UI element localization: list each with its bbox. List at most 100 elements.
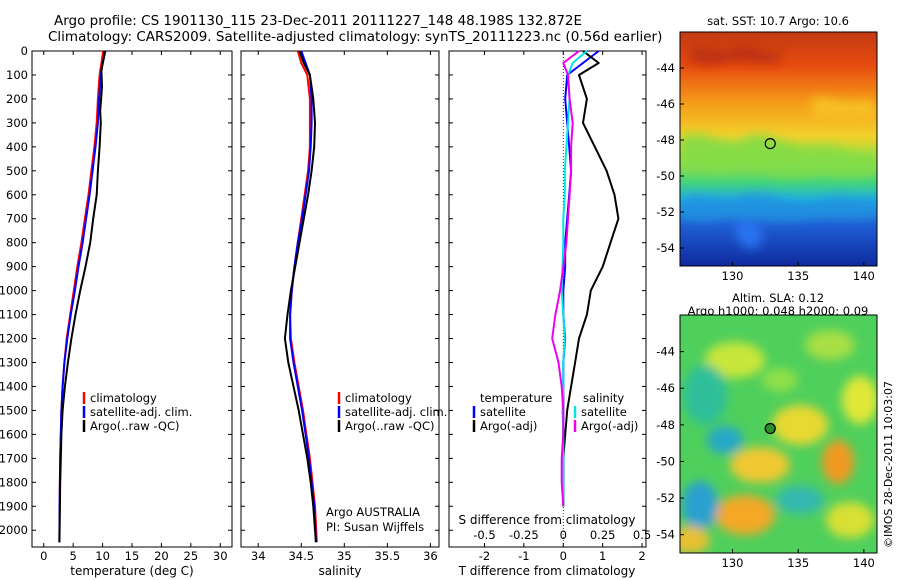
y-tick-label: 1900 [0,499,28,513]
map-y-tick-label: -48 [656,418,675,432]
salinity-axes-frame [240,50,440,548]
legend-label-argo: Argo(..raw -QC) [345,419,435,433]
x-tick-label: 0 [40,549,47,563]
y-tick-label: 1700 [0,451,28,465]
s-tick-label: -0.5 [473,528,495,542]
difference-axes-frame [448,50,647,548]
y-tick-label: 1500 [0,403,28,417]
legend-label-satellite: satellite-adj. clim. [90,405,192,419]
legend-header-salinity: salinity [583,391,624,405]
salinity-xlabel: salinity [318,564,361,578]
pi-annotation: PI: Susan Wijffels [326,520,424,534]
salinity-panel [240,50,440,548]
y-tick-label: 900 [6,260,28,274]
map-y-tick-label: -44 [656,61,675,75]
x-tick-label: 1 [599,549,606,563]
y-tick-label: 100 [6,68,28,82]
difference-xlabel-2: S difference from climatology [459,513,636,527]
series-argo [283,50,317,543]
header-line-1: Argo profile: CS 1901130_115 23-Dec-2011… [54,13,583,29]
difference-xlabel: T difference from climatology [458,564,636,578]
argo-location-marker [764,138,776,150]
y-tick-label: 2000 [0,523,28,537]
map-x-tick-label: 140 [853,556,875,570]
y-tick-label: 500 [6,164,28,178]
s-tick-label: -0.25 [509,528,539,542]
credit-text: ©IMOS 28-Dec-2011 10:03:07 [882,381,895,548]
temperature-xlabel: temperature (deg C) [70,564,193,578]
y-tick-label: 200 [6,92,28,106]
map-x-tick-label: 135 [787,269,809,283]
y-tick-label: 1000 [0,284,28,298]
sla-map-frame [679,314,878,554]
y-tick-label: 1100 [0,308,28,322]
y-tick-label: 700 [6,212,28,226]
program-annotation: Argo AUSTRALIA [326,505,420,519]
y-tick-label: 1200 [0,332,28,346]
map-y-tick-label: -44 [656,345,675,359]
s-tick-label: 0.25 [590,528,616,542]
legend-label-sal-satellite: satellite [581,405,627,419]
legend-label-satellite: satellite-adj. clim. [345,405,447,419]
s-tick-label: 0.5 [633,528,651,542]
map-x-tick-label: 130 [722,269,744,283]
x-tick-label: 36 [423,549,438,563]
map-markers-layer [764,138,776,435]
map-y-tick-label: -52 [656,491,675,505]
x-tick-label: 2 [638,549,645,563]
temperature-legend: climatology satellite-adj. clim. Argo(..… [82,391,192,433]
x-tick-label: 34.5 [288,549,314,563]
map-x-tick-label: 130 [722,556,744,570]
legend-label-temp-satellite: satellite [480,405,526,419]
header-line-2: Climatology: CARS2009. Satellite-adjuste… [48,29,663,45]
x-tick-label: -1 [518,549,529,563]
x-tick-label: 35 [337,549,352,563]
map-y-tick-label: -50 [656,169,675,183]
map-y-tick-label: -46 [656,97,675,111]
legend-header-temperature: temperature [480,391,552,405]
sst-map-frame [679,31,878,267]
series-argo [58,50,106,543]
x-tick-label: 5 [70,549,77,563]
sla-map-image [680,315,877,553]
y-tick-label: 0 [21,44,28,58]
map-y-tick-label: -50 [656,454,675,468]
x-tick-label: 15 [125,549,140,563]
legend-label-climatology: climatology [90,391,157,405]
y-tick-label: 1800 [0,475,28,489]
y-tick-label: 1400 [0,379,28,393]
series-layer [58,50,620,543]
y-tick-label: 600 [6,188,28,202]
y-tick-label: 300 [6,116,28,130]
y-tick-label: 400 [6,140,28,154]
legend-label-climatology: climatology [345,391,412,405]
series-temperature-argo [562,50,620,507]
x-tick-label: 30 [213,549,228,563]
map-y-tick-label: -46 [656,381,675,395]
x-tick-label: 34 [251,549,266,563]
axis-ticks-layer: 0100200300400500600700800900100011001200… [0,44,875,570]
argo-location-marker [764,422,776,435]
difference-legend: temperature salinity satellite Argo(-adj… [472,391,638,433]
legend-label-argo: Argo(..raw -QC) [90,419,180,433]
x-tick-label: 10 [95,549,110,563]
difference-panel [448,50,647,548]
sst-map-image [680,32,877,266]
temperature-panel [31,50,233,548]
sst-map-title: sat. SST: 10.7 Argo: 10.6 [707,14,849,28]
map-y-tick-label: -48 [656,133,675,147]
legend-label-sal-argo: Argo(-adj) [581,419,638,433]
map-y-tick-label: -54 [656,241,675,255]
x-tick-label: 25 [184,549,199,563]
map-y-tick-label: -52 [656,205,675,219]
y-tick-label: 1600 [0,427,28,441]
x-tick-label: 20 [154,549,169,563]
map-x-tick-label: 140 [853,269,875,283]
sla-map-title: Altim. SLA: 0.12 [732,291,824,305]
x-tick-label: 35.5 [375,549,401,563]
temperature-axes-frame [31,50,233,548]
map-y-tick-label: -54 [656,528,675,542]
legend-label-temp-argo: Argo(-adj) [480,419,537,433]
x-tick-label: 0 [560,549,567,563]
